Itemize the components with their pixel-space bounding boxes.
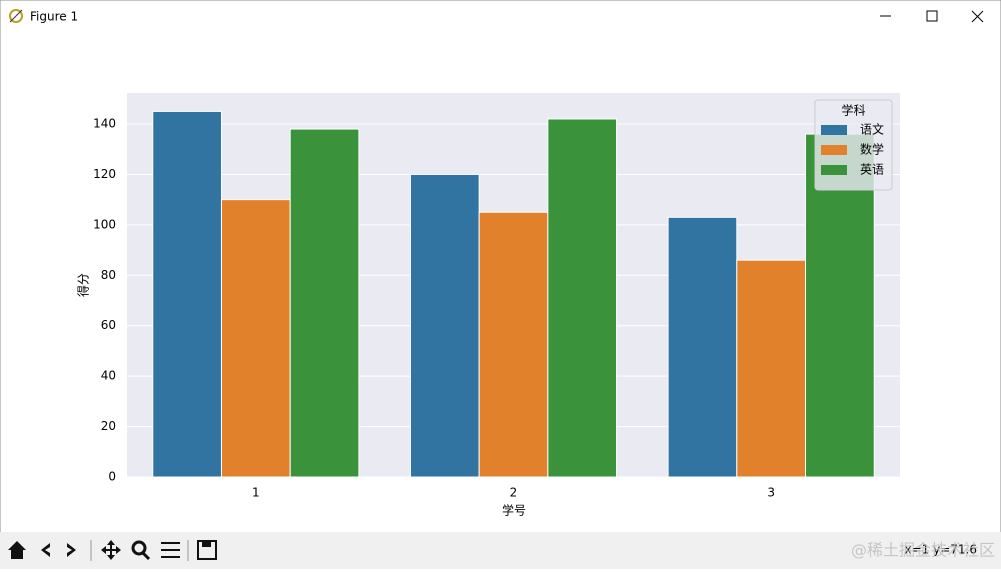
window-title: Figure 1 [30,10,78,24]
home-button[interactable] [8,541,26,559]
legend-swatch [821,125,847,135]
legend-label: 英语 [860,163,884,177]
save-button[interactable] [197,540,217,560]
close-button[interactable] [971,10,984,23]
bar [667,216,738,478]
y-tick-label: 80 [101,268,116,282]
x-tick-label: 1 [252,486,260,500]
bar [547,118,618,478]
y-tick-label: 120 [93,167,116,181]
back-button[interactable] [41,543,50,557]
legend-swatch [821,165,847,175]
legend-title: 学科 [841,103,865,118]
bar [805,133,875,478]
toolbar-icons [8,540,217,561]
configure-button[interactable] [161,542,180,558]
y-tick-label: 40 [101,369,116,383]
y-tick-label: 140 [93,117,116,131]
pan-button[interactable] [101,540,121,560]
legend-swatch [821,145,847,155]
x-axis-label: 学号 [502,503,526,518]
bar [289,128,360,478]
y-tick-label: 60 [101,318,116,332]
y-tick-label: 0 [108,470,116,484]
zoom-button[interactable] [131,540,151,561]
x-tick-label: 3 [767,486,775,500]
maximize-button[interactable] [926,10,938,22]
legend-label: 数学 [860,142,884,157]
bar [220,199,291,478]
bar [736,259,807,478]
y-axis-label: 得分 [76,273,91,297]
status-text: x=1 y=71.6 [905,543,977,557]
x-tick-label: 2 [510,486,518,500]
bar [478,211,549,478]
app-icon [9,9,23,23]
watermark: @稀土掘金技术社区 [851,541,995,560]
y-tick-label: 20 [101,419,116,433]
bar [152,110,222,478]
forward-button[interactable] [67,543,76,557]
legend-label: 语文 [860,122,884,137]
y-tick-label: 100 [93,217,116,231]
bar [409,173,480,478]
